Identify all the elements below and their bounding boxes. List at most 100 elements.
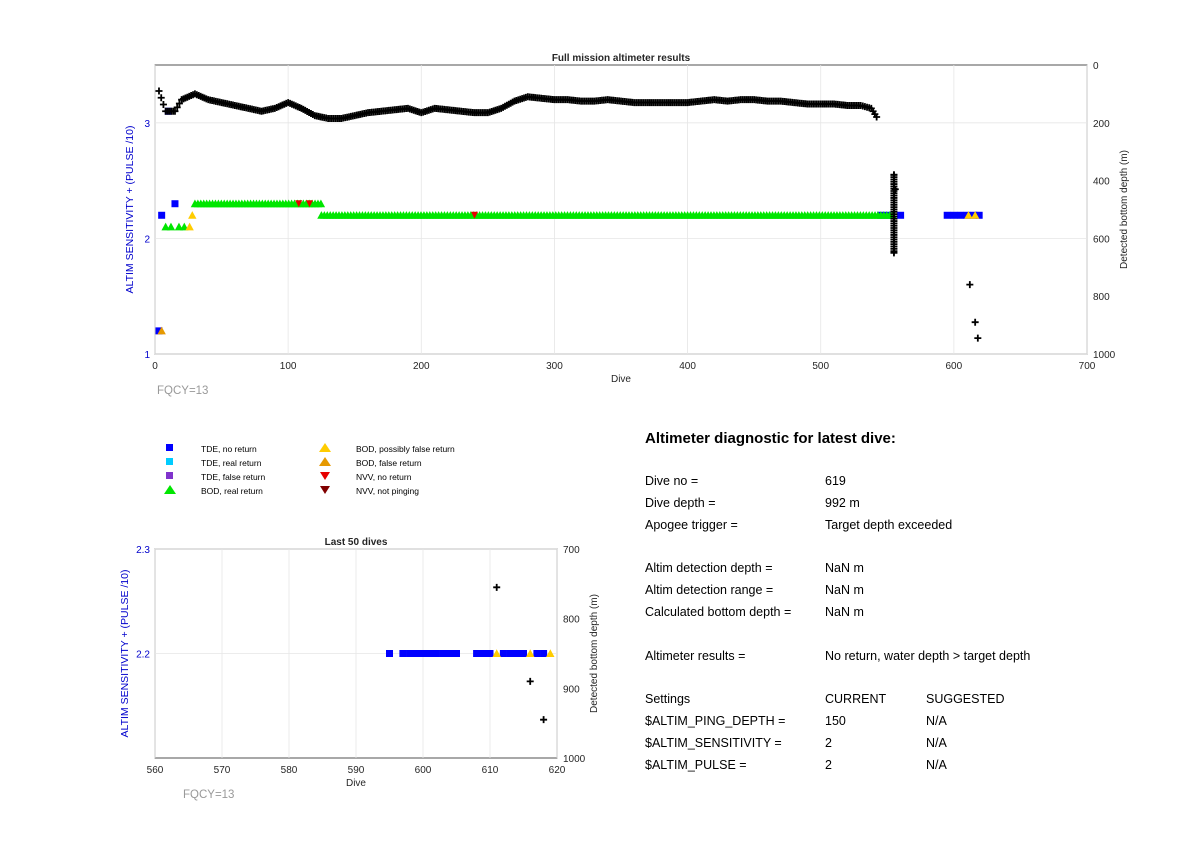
top-chart-mark-detected-bottom-depth bbox=[157, 94, 165, 102]
top-chart-mark-detected-bottom-depth bbox=[159, 100, 167, 108]
bottom-chart-mark-tde-no-return bbox=[540, 650, 548, 657]
bottom-chart-mark-tde-no-return bbox=[399, 650, 407, 657]
setting-suggested: N/A bbox=[926, 758, 947, 772]
top-chart-mark-detected-bottom-depth bbox=[891, 185, 899, 193]
legend-label: NVV, no return bbox=[356, 472, 412, 482]
top-chart-mark-detected-bottom-depth bbox=[974, 334, 982, 342]
purple-square-icon bbox=[163, 471, 183, 483]
top-chart-x-label: Dive bbox=[611, 374, 631, 385]
top-chart-y-label: ALTIM SENSITIVITY + (PULSE /10) bbox=[124, 126, 136, 294]
setting-suggested: N/A bbox=[926, 736, 947, 750]
top-chart-y2-tick-label: 600 bbox=[1093, 234, 1110, 245]
diagnostic-value: 619 bbox=[825, 474, 846, 488]
bottom-chart-mark-tde-no-return bbox=[412, 650, 420, 657]
bottom-chart-mark-tde-no-return bbox=[432, 650, 440, 657]
top-chart-mark-detected-bottom-depth bbox=[175, 100, 183, 108]
top-chart-mark-detected-bottom-depth bbox=[173, 103, 181, 111]
legend-label: TDE, real return bbox=[201, 458, 262, 468]
bottom-chart-x-tick-label: 570 bbox=[214, 765, 231, 776]
setting-label: $ALTIM_PULSE = bbox=[645, 758, 747, 772]
bottom-chart-y2-label: Detected bottom depth (m) bbox=[589, 594, 600, 713]
bottom-chart-mark-tde-no-return bbox=[386, 650, 393, 657]
diagnostic-label: Altimeter results = bbox=[645, 649, 746, 663]
diagnostic-title: Altimeter diagnostic for latest dive: bbox=[645, 430, 896, 447]
bottom-chart-mark-tde-no-return bbox=[453, 650, 460, 657]
bottom-chart-mark-detected-bottom-depth bbox=[526, 677, 534, 685]
top-chart-mark-bod-real-return bbox=[180, 222, 189, 231]
top-chart-mark-bod-possibly-false-return bbox=[970, 211, 980, 219]
bottom-chart-mark-tde-no-return bbox=[426, 650, 434, 657]
bottom-chart-mark-bod-possibly-false-return bbox=[492, 649, 501, 657]
bottom-chart-mark-tde-no-return bbox=[533, 650, 541, 657]
bottom-chart-x-tick-label: 560 bbox=[147, 765, 164, 776]
bottom-chart-y2-tick-label: 900 bbox=[563, 684, 580, 695]
bottom-chart-mark-tde-no-return bbox=[499, 650, 507, 657]
diagnostic-value: NaN m bbox=[825, 561, 864, 575]
top-chart-mark-tde-no-return bbox=[897, 211, 905, 219]
legend-label: NVV, not pinging bbox=[356, 486, 420, 496]
diagnostic-value: NaN m bbox=[825, 583, 864, 597]
legend-label: TDE, no return bbox=[201, 444, 257, 454]
yellow-triangle-icon bbox=[318, 443, 338, 455]
top-chart-y-tick-label: 1 bbox=[144, 350, 150, 361]
top-chart-y-tick-label: 2 bbox=[144, 234, 150, 245]
green-triangle-icon bbox=[163, 485, 183, 497]
top-chart-x-tick-label: 100 bbox=[280, 361, 297, 372]
top-chart-fqcy-label: FQCY=13 bbox=[157, 385, 208, 397]
legend-item: NVV, not pinging bbox=[318, 485, 419, 497]
bottom-chart-mark-bod-possibly-false-return bbox=[546, 649, 555, 657]
top-chart-x-tick-label: 600 bbox=[946, 361, 963, 372]
top-chart-mark-detected-bottom-depth bbox=[966, 281, 974, 289]
orange-triangle-icon bbox=[318, 457, 338, 469]
top-chart-mark-tde-no-return bbox=[975, 211, 983, 219]
bottom-chart-mark-tde-no-return bbox=[446, 650, 454, 657]
bottom-chart-y2-tick-label: 800 bbox=[563, 615, 580, 626]
bottom-chart-y2-tick-label: 700 bbox=[563, 545, 580, 556]
bottom-chart-mark-bod-possibly-false-return bbox=[526, 649, 535, 657]
diagnostic-value: No return, water depth > target depth bbox=[825, 649, 1031, 663]
top-chart-mark-tde-no-return bbox=[171, 200, 179, 208]
top-chart-x-tick-label: 300 bbox=[546, 361, 563, 372]
setting-current: 2 bbox=[825, 736, 832, 750]
diagnostic-label: Apogee trigger = bbox=[645, 518, 738, 532]
top-chart-mark-detected-bottom-depth bbox=[873, 113, 881, 121]
top-chart-y2-tick-label: 400 bbox=[1093, 177, 1110, 188]
top-chart-mark-bod-real-return bbox=[316, 199, 326, 208]
top-chart-y2-tick-label: 1000 bbox=[1093, 350, 1116, 361]
diagnostic-label: Calculated bottom depth = bbox=[645, 605, 792, 619]
top-chart-mark-bod-possibly-false-return bbox=[964, 211, 973, 219]
diagnostic-value: Target depth exceeded bbox=[825, 518, 953, 532]
top-chart-mark-tde-no-return bbox=[957, 211, 965, 219]
top-chart-x-tick-label: 200 bbox=[413, 361, 430, 372]
cyan-square-icon bbox=[163, 457, 183, 469]
bottom-chart-mark-tde-no-return bbox=[506, 650, 514, 657]
bottom-chart-mark-tde-no-return bbox=[473, 650, 481, 657]
top-chart-mark-bod-real-return bbox=[166, 222, 176, 231]
top-chart-x-tick-label: 400 bbox=[679, 361, 696, 372]
bottom-chart-y-tick-label: 2.2 bbox=[136, 650, 150, 661]
settings-header-current: CURRENT bbox=[825, 692, 887, 706]
legend-label: BOD, possibly false return bbox=[356, 444, 455, 454]
bottom-chart-mark-detected-bottom-depth bbox=[540, 716, 548, 724]
setting-label: $ALTIM_SENSITIVITY = bbox=[645, 736, 782, 750]
top-chart-mark-tde-no-return bbox=[155, 327, 163, 335]
top-chart-marks bbox=[155, 87, 983, 342]
red-down-triangle-icon bbox=[318, 471, 338, 483]
top-chart-title: Full mission altimeter results bbox=[552, 53, 691, 64]
top-chart-mark-bod-possibly-false-return bbox=[188, 211, 197, 219]
top-chart-x-tick-label: 500 bbox=[812, 361, 829, 372]
bottom-chart-x-tick-label: 610 bbox=[482, 765, 499, 776]
bottom-chart-mark-tde-no-return bbox=[419, 650, 427, 657]
diagnostic-value: NaN m bbox=[825, 605, 864, 619]
top-chart-mark-detected-bottom-depth bbox=[971, 318, 979, 326]
top-chart-mark-bod-real-return bbox=[161, 222, 170, 231]
top-chart-mark-detected-bottom-depth bbox=[155, 87, 163, 95]
top-chart-mark-tde-no-return bbox=[158, 211, 166, 219]
setting-current: 2 bbox=[825, 758, 832, 772]
top-chart-mark-nvv-no-return bbox=[471, 211, 479, 219]
top-chart-mark-bod-possibly-false-return bbox=[185, 222, 194, 231]
diagnostic-label: Altim detection range = bbox=[645, 583, 774, 597]
top-chart-y-tick-label: 3 bbox=[144, 119, 150, 130]
legend-item: TDE, real return bbox=[163, 457, 261, 469]
